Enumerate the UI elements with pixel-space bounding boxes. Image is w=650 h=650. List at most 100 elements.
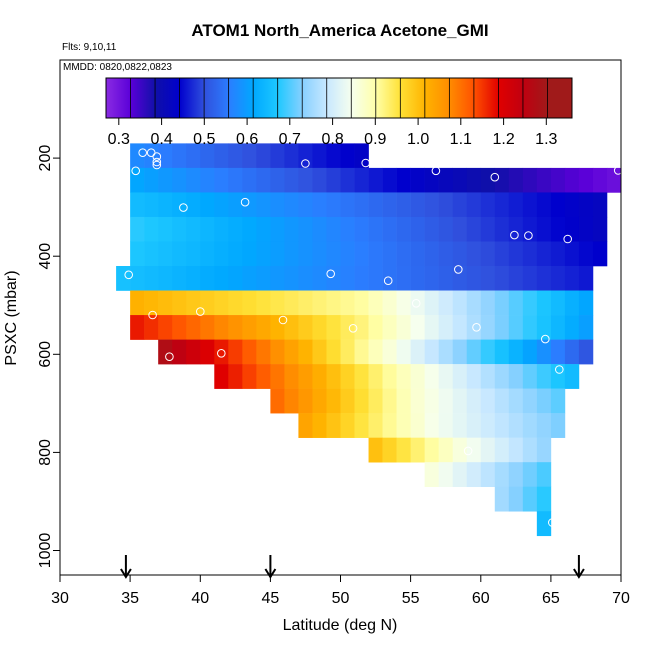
heatmap-cell xyxy=(354,192,369,218)
heatmap-cell xyxy=(298,388,313,414)
heatmap-cell xyxy=(312,266,327,291)
heatmap-cell xyxy=(130,266,145,291)
observation-point xyxy=(152,160,162,170)
heatmap-cell xyxy=(480,216,496,242)
heatmap-cell xyxy=(396,216,411,242)
heatmap-cell xyxy=(256,143,271,169)
y-tick-label: 800 xyxy=(37,439,54,466)
heatmap-cell xyxy=(424,241,439,267)
colorbar-tick-label: 0.8 xyxy=(321,131,343,148)
heatmap-cell xyxy=(312,167,327,193)
heatmap-cell xyxy=(326,388,341,414)
colorbar-segment xyxy=(473,78,499,118)
colorbar-tick-label: 1.2 xyxy=(492,131,514,148)
observation-point xyxy=(131,166,140,176)
heatmap-cell xyxy=(312,364,327,389)
heatmap-cell xyxy=(214,143,229,169)
heatmap-cell xyxy=(354,143,369,169)
heatmap-cell xyxy=(592,241,608,267)
heatmap-cell xyxy=(382,290,397,316)
heatmap-cell xyxy=(354,364,369,389)
heatmap-cell xyxy=(312,388,327,414)
heatmap-cell xyxy=(550,339,566,365)
heatmap-cell xyxy=(550,192,566,218)
x-tick-label: 55 xyxy=(402,590,420,607)
heatmap-cell xyxy=(424,266,439,291)
observation-point xyxy=(348,324,358,333)
heatmap-cell xyxy=(508,216,524,242)
heatmap-cell xyxy=(214,192,229,218)
heatmap-cell xyxy=(326,216,341,242)
flight-arrow xyxy=(264,555,277,579)
heatmap-cell xyxy=(326,266,341,291)
heatmap-cell xyxy=(214,315,229,340)
colorbar-segment xyxy=(302,78,328,118)
heatmap-cell xyxy=(424,216,439,242)
heatmap-cell xyxy=(466,388,482,414)
heatmap-cell xyxy=(410,437,425,463)
heatmap-cell xyxy=(340,266,355,291)
colorbar-frame xyxy=(105,77,573,119)
heatmap-cell xyxy=(410,167,425,193)
heatmap-cell xyxy=(200,192,215,218)
heatmap-cell xyxy=(564,315,580,340)
colorbar-tick-label: 0.5 xyxy=(193,131,215,148)
heatmap-cell xyxy=(130,143,145,169)
heatmap-cell xyxy=(578,241,594,267)
colorbar-tick-label: 1.0 xyxy=(407,131,429,148)
observation-point xyxy=(217,349,226,358)
heatmap-cell xyxy=(172,290,187,316)
heatmap-cell xyxy=(270,192,285,218)
heatmap-cell xyxy=(382,241,397,267)
heatmap-cell xyxy=(298,339,313,365)
heatmap-cell xyxy=(508,437,524,463)
heatmap-cell xyxy=(508,241,524,267)
y-tick-label: 600 xyxy=(37,341,54,368)
heatmap-cell xyxy=(242,364,257,389)
heatmap-cell xyxy=(382,192,397,218)
colorbar-segment xyxy=(204,78,230,118)
heatmap-cell xyxy=(480,437,496,463)
heatmap-cell xyxy=(466,413,482,438)
heatmap-cell xyxy=(494,167,510,193)
heatmap-cell xyxy=(522,437,538,463)
y-axis-label: PSXC (mbar) xyxy=(3,270,20,365)
heatmap-cell xyxy=(452,437,468,463)
heatmap-cell xyxy=(298,413,313,438)
heatmap-cell xyxy=(480,266,496,291)
heatmap-cell xyxy=(466,167,482,193)
colorbar-segment xyxy=(106,78,131,118)
x-tick-label: 40 xyxy=(191,590,209,607)
heatmap-cell xyxy=(186,192,201,218)
heatmap-cell xyxy=(200,143,215,169)
heatmap-cell xyxy=(228,364,243,389)
heatmap-cell xyxy=(340,413,355,438)
heatmap-cell xyxy=(228,167,243,193)
heatmap-cell xyxy=(326,413,341,438)
colorbar-segment xyxy=(130,78,156,118)
heatmap-cell xyxy=(158,241,173,267)
heatmap-cell xyxy=(466,339,482,365)
observation-point xyxy=(463,446,473,456)
heatmap-cell xyxy=(368,388,383,414)
y-axis: 200 400 600 800 1000 xyxy=(37,145,60,568)
heatmap-cell xyxy=(382,266,397,291)
heatmap-cell xyxy=(494,315,510,340)
heatmap-cell xyxy=(144,167,159,193)
heatmap-cell xyxy=(536,413,552,438)
heatmap-cell xyxy=(158,315,173,340)
colorbar-segment xyxy=(424,78,450,118)
heatmap-cell xyxy=(438,192,453,218)
colorbar-segment xyxy=(326,78,352,118)
heatmap-cell xyxy=(340,192,355,218)
heatmap-cell xyxy=(466,315,482,340)
heatmap-cell xyxy=(536,167,552,193)
colorbar-tick-label: 1.1 xyxy=(450,131,472,148)
heatmap-cell xyxy=(172,266,187,291)
heatmap-cell xyxy=(200,290,215,316)
heatmap-cell xyxy=(298,241,313,267)
heatmap-cell xyxy=(536,290,552,316)
colorbar-tick-label: 0.7 xyxy=(279,131,301,148)
heatmap-cell xyxy=(508,167,524,193)
heatmap-cell xyxy=(130,290,145,316)
